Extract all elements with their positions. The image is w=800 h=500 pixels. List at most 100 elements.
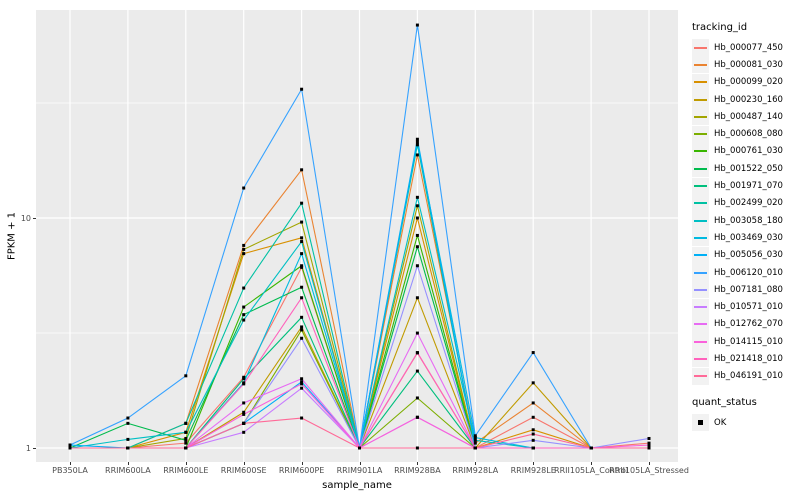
data-point	[415, 264, 419, 268]
data-point	[358, 446, 361, 450]
x-tick-mark	[127, 462, 129, 465]
data-point	[415, 331, 419, 335]
data-point	[184, 436, 188, 440]
x-tick-label: RRIM928LE	[510, 466, 556, 475]
data-point	[415, 140, 419, 144]
legend-item-label: Hb_000487_140	[714, 111, 783, 122]
data-point	[415, 351, 419, 355]
x-tick-mark	[475, 462, 477, 465]
x-tick-mark	[591, 462, 593, 465]
data-point	[300, 264, 304, 268]
data-point	[242, 377, 246, 381]
x-tick-mark	[70, 462, 71, 465]
legend-item-Hb_014115_010: Hb_014115_010	[692, 333, 798, 351]
legend-item-Hb_010571_010: Hb_010571_010	[692, 298, 798, 316]
legend-color-line	[694, 340, 707, 343]
data-point	[473, 436, 477, 440]
data-point	[242, 186, 246, 190]
quant-status-legend-items: OK	[692, 414, 798, 432]
legend-key-swatch	[692, 229, 709, 247]
data-point	[126, 421, 130, 425]
legend-item-label: Hb_003469_030	[714, 232, 783, 243]
x-tick-label: PB350LA	[52, 466, 88, 475]
legend-item-label: Hb_002499_020	[714, 198, 783, 209]
legend-item-label: Hb_000608_080	[714, 129, 783, 140]
x-axis-title: sample_name	[322, 480, 392, 491]
legend-color-line	[694, 219, 707, 222]
data-point	[300, 285, 304, 289]
data-point	[242, 313, 246, 317]
legend-color-line	[694, 133, 707, 136]
data-point	[300, 265, 304, 269]
legend-item-Hb_046191_010: Hb_046191_010	[692, 367, 798, 385]
data-point	[415, 415, 419, 419]
legend-color-line	[694, 46, 707, 49]
data-point	[184, 446, 188, 450]
data-point	[531, 446, 535, 450]
data-point	[242, 382, 246, 386]
legend-item-Hb_000099_020: Hb_000099_020	[692, 73, 798, 91]
data-point	[415, 245, 419, 249]
data-point	[184, 438, 188, 442]
legend-key-swatch	[692, 73, 709, 91]
tracking-id-legend-items: Hb_000077_450 Hb_000081_030 Hb_000099_020 H…	[692, 39, 798, 385]
data-point	[242, 318, 246, 322]
legend-key-swatch	[692, 160, 709, 178]
legend-color-line	[694, 323, 707, 326]
legend-item-Hb_000761_030: Hb_000761_030	[692, 142, 798, 160]
legend-item-label: Hb_014115_010	[714, 336, 783, 347]
legend-item-Hb_021418_010: Hb_021418_010	[692, 350, 798, 368]
data-point	[184, 421, 188, 425]
legend-item-label: Hb_000081_030	[714, 59, 783, 70]
data-point	[647, 436, 651, 440]
legend-item-Hb_000487_140: Hb_000487_140	[692, 108, 798, 126]
legend-item-Hb_007181_080: Hb_007181_080	[692, 281, 798, 299]
legend-color-line	[694, 288, 707, 291]
legend-key-swatch	[692, 108, 709, 126]
legend-item-label: Hb_001971_070	[714, 181, 783, 192]
legend-color-line	[694, 375, 707, 378]
legend-item-label: Hb_006120_010	[714, 267, 783, 278]
legend-color-line	[694, 81, 707, 84]
data-point	[473, 438, 477, 442]
legend: tracking_id Hb_000077_450 Hb_000081_030 Hb…	[692, 22, 798, 432]
data-point	[126, 446, 130, 450]
legend-key-swatch	[692, 91, 709, 109]
data-point	[531, 415, 535, 419]
plot-panel	[36, 10, 678, 462]
legend-key-swatch	[692, 281, 709, 299]
black-square-point-icon	[698, 420, 703, 426]
data-point	[300, 336, 304, 340]
data-point	[647, 443, 651, 447]
legend-item-label: Hb_046191_010	[714, 371, 783, 382]
data-point	[300, 386, 304, 390]
data-point	[300, 240, 304, 244]
y-tick-mark	[33, 448, 36, 449]
legend-item-Hb_003469_030: Hb_003469_030	[692, 229, 798, 247]
data-point	[242, 401, 246, 405]
quant-legend-label: OK	[714, 417, 727, 428]
legend-color-line	[694, 185, 707, 188]
legend-key-swatch	[692, 264, 709, 281]
y-tick-label: 1	[25, 443, 31, 453]
quant-legend-key	[692, 414, 709, 432]
data-point	[68, 446, 72, 450]
data-point	[589, 446, 593, 450]
legend-key-swatch	[692, 56, 709, 74]
data-point	[415, 396, 419, 400]
data-point	[415, 296, 419, 300]
legend-item-Hb_000081_030: Hb_000081_030	[692, 56, 798, 74]
legend-title-quant-status: quant_status	[692, 396, 757, 408]
legend-item-label: Hb_005056_030	[714, 250, 783, 261]
data-point	[242, 412, 246, 416]
data-point	[242, 430, 246, 434]
data-point	[68, 443, 72, 447]
data-point	[473, 434, 477, 438]
data-point	[415, 137, 419, 141]
data-point	[415, 446, 419, 450]
data-point	[242, 421, 246, 425]
legend-color-line	[694, 115, 707, 118]
legend-color-line	[694, 306, 707, 309]
legend-color-line	[694, 357, 707, 360]
data-point	[242, 305, 246, 309]
